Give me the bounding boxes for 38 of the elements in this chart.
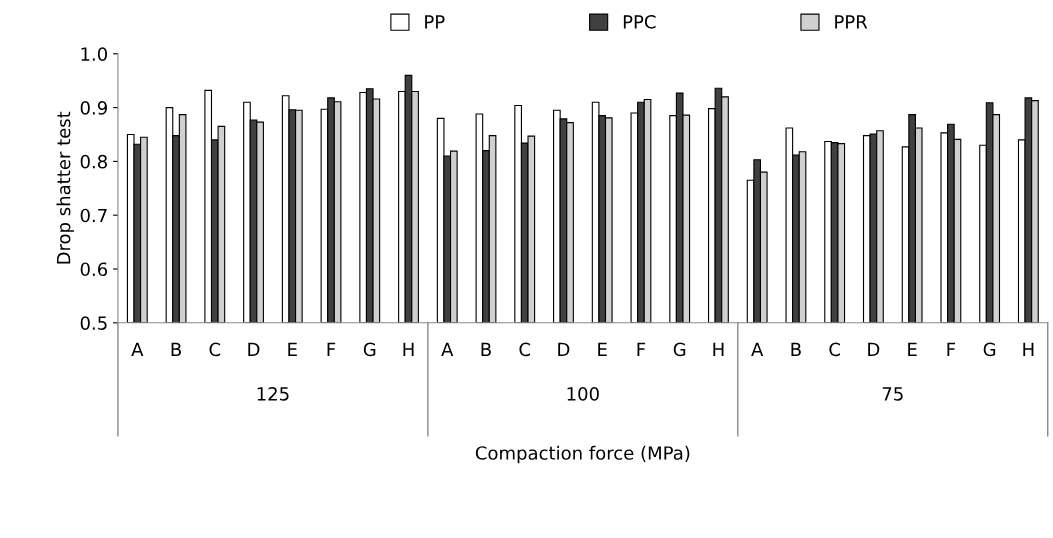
x-tick-label: H xyxy=(1023,342,1034,356)
x-tick-label: B xyxy=(481,342,491,356)
x-tick-label: E xyxy=(598,342,607,356)
x-tick-label: E xyxy=(908,342,917,356)
text: 125 xyxy=(257,387,289,401)
x-tick-label: B xyxy=(171,342,181,356)
x-tick-label: G xyxy=(363,342,376,357)
x-axis-title: Compaction force (MPa) xyxy=(475,445,690,464)
text: 100 xyxy=(567,387,599,401)
y-tick-label: 0.9 xyxy=(80,101,107,115)
legend-label: PPC xyxy=(623,15,656,29)
x-tick-label: C xyxy=(829,342,840,357)
x-tick-label: F xyxy=(327,342,336,356)
x-tick-label: D xyxy=(868,342,880,356)
x-tick-label: D xyxy=(558,342,570,356)
x-tick-label: A xyxy=(131,342,144,356)
y-tick-label: 0.7 xyxy=(80,208,107,223)
y-tick-label: 0.8 xyxy=(80,154,107,169)
x-tick-label: C xyxy=(519,342,531,357)
y-tick-label: 0.5 xyxy=(80,316,107,330)
x-tick-label: B xyxy=(791,342,801,356)
legend-label: PPR xyxy=(835,15,868,29)
x-tick-label: F xyxy=(947,342,956,356)
x-tick-label: C xyxy=(209,342,221,357)
x-tick-label: H xyxy=(403,342,414,356)
y-axis-title: Drop shatter test xyxy=(56,111,74,264)
x-tick-label: A xyxy=(441,342,454,356)
x-tick-label: G xyxy=(673,342,686,357)
x-tick-label: F xyxy=(637,342,646,356)
text: 75 xyxy=(882,387,903,401)
x-tick-label: D xyxy=(248,342,260,356)
legend-label: PP xyxy=(425,15,445,29)
x-tick-label: H xyxy=(713,342,724,356)
x-tick-label: E xyxy=(288,342,297,356)
y-tick-label: 0.6 xyxy=(80,262,108,277)
x-tick-label: A xyxy=(751,342,764,356)
y-tick-label: 1.0 xyxy=(81,47,108,61)
x-tick-label: G xyxy=(983,342,996,357)
